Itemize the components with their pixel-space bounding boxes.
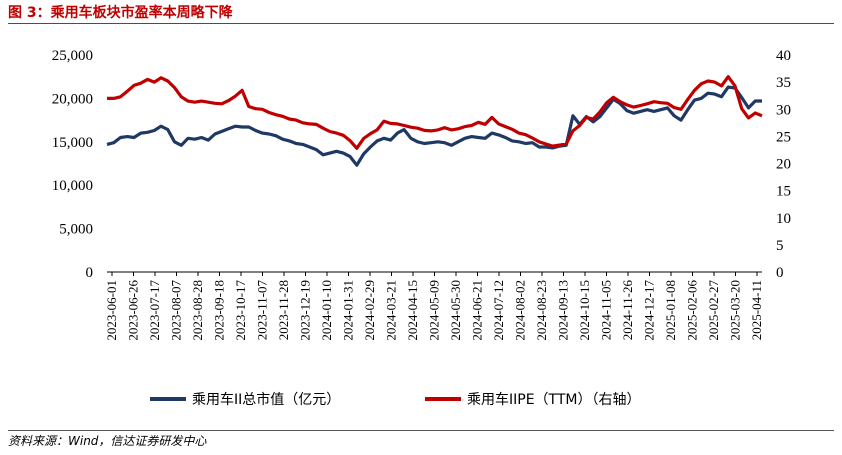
pe-ttm-line [107, 75, 763, 150]
x-tick-label: 2024-01-31 [341, 280, 356, 341]
x-tick-label: 2023-11-07 [255, 280, 270, 341]
x-tick-label: 2023-11-28 [276, 280, 291, 340]
y-right-tick-label: 30 [776, 102, 791, 118]
x-tick-label: 2025-01-08 [663, 280, 678, 341]
x-tick-label: 2024-08-02 [513, 280, 528, 341]
y-right-tick-label: 40 [776, 48, 791, 64]
x-tick-label: 2024-11-05 [599, 280, 614, 340]
chart-legend: 乘用车II总市值（亿元） 乘用车IIPE（TTM）（右轴） [150, 391, 640, 408]
legend-label-pe: 乘用车IIPE（TTM）（右轴） [467, 391, 640, 408]
x-tick-label: 2023-12-19 [298, 280, 313, 341]
x-tick-label: 2024-01-10 [319, 280, 334, 341]
x-tick-label: 2024-08-23 [534, 280, 549, 341]
series-market-cap [106, 85, 762, 167]
x-tick-label: 2023-06-26 [126, 280, 141, 341]
x-tick-label: 2024-06-21 [470, 280, 485, 341]
y-right-tick-label: 35 [776, 75, 791, 91]
x-tick-label: 2023-06-01 [104, 280, 119, 341]
x-tick-label: 2024-09-13 [556, 280, 571, 341]
series-pe [107, 75, 763, 150]
y-left-tick-label: 10,000 [52, 178, 93, 194]
x-tick-label: 2024-03-21 [384, 280, 399, 341]
y-right-tick-label: 10 [776, 211, 791, 227]
x-tick-label: 2024-02-29 [362, 280, 377, 341]
x-tick-label: 2023-08-28 [190, 280, 205, 341]
x-tick-label: 2023-09-18 [212, 280, 227, 341]
chart-axes: 25,000 20,000 15,000 10,000 5,000 0 40 35 30 25 20… [52, 48, 791, 341]
x-tick-label: 2023-08-07 [169, 280, 184, 341]
pe-market-cap-chart: 25,000 20,000 15,000 10,000 5,000 0 40 35 30 25 20… [52, 48, 791, 408]
x-tick-label: 2025-03-20 [728, 280, 743, 341]
y-right-tick-label: 15 [776, 184, 791, 200]
figure-title: 图 3：乘用车板块市盈率本周略下降 [8, 5, 233, 21]
x-tick-label: 2023-10-17 [233, 280, 248, 341]
source-rule [8, 430, 834, 431]
y-right-tick-label: 25 [776, 129, 791, 145]
y-left-tick-label: 25,000 [52, 48, 93, 64]
title-rule [8, 23, 834, 24]
y-left-tick-label: 0 [86, 265, 94, 281]
market-cap-line [106, 85, 762, 167]
x-tick-label: 2024-12-17 [642, 280, 657, 341]
y-left-tick-label: 5,000 [59, 222, 93, 238]
x-tick-label: 2024-11-26 [620, 280, 635, 341]
x-tick-label: 2025-04-11 [749, 280, 764, 340]
legend-label-market-cap: 乘用车II总市值（亿元） [192, 391, 340, 408]
source-note: 资料来源：Wind，信达证券研发中心 [8, 434, 207, 448]
x-tick-label: 2024-04-15 [405, 280, 420, 341]
x-tick-label: 2024-05-09 [427, 280, 442, 341]
x-tick-label: 2025-02-27 [706, 280, 721, 341]
y-right-tick-label: 20 [776, 157, 791, 173]
x-tick-label: 2024-05-30 [448, 280, 463, 341]
y-right-tick-label: 5 [776, 238, 784, 254]
y-right-tick-label: 0 [776, 265, 784, 281]
x-tick-label: 2024-07-12 [491, 280, 506, 341]
y-left-tick-label: 20,000 [52, 91, 93, 107]
y-left-tick-label: 15,000 [52, 135, 93, 151]
x-tick-label: 2025-02-06 [685, 280, 700, 341]
x-tick-label: 2024-10-15 [577, 280, 592, 341]
x-tick-label: 2023-07-17 [147, 280, 162, 341]
